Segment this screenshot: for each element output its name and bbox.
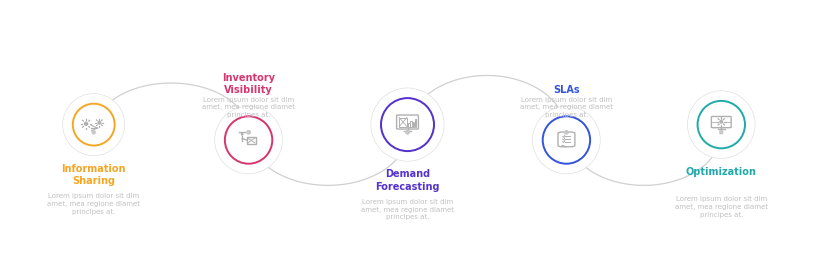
- Ellipse shape: [215, 107, 282, 173]
- Ellipse shape: [544, 117, 589, 163]
- Ellipse shape: [564, 130, 569, 135]
- Ellipse shape: [688, 91, 755, 158]
- Ellipse shape: [405, 130, 410, 135]
- Ellipse shape: [226, 117, 271, 163]
- Ellipse shape: [533, 107, 600, 173]
- Text: Lorem ipsum dolor sit dim
amet, mea regione diamet
principes at.: Lorem ipsum dolor sit dim amet, mea regi…: [202, 97, 295, 118]
- Text: Inventory
Visibility: Inventory Visibility: [222, 73, 275, 95]
- Text: SLAs: SLAs: [553, 85, 579, 95]
- Ellipse shape: [246, 130, 251, 135]
- Ellipse shape: [91, 130, 96, 135]
- Ellipse shape: [564, 130, 569, 135]
- Ellipse shape: [698, 102, 744, 147]
- Text: Lorem ipsum dolor sit dim
amet, mea regione diamet
principes at.: Lorem ipsum dolor sit dim amet, mea regi…: [675, 196, 768, 218]
- Text: Lorem ipsum dolor sit dim
amet, mea regione diamet
principes at.: Lorem ipsum dolor sit dim amet, mea regi…: [47, 193, 140, 215]
- Text: Demand
Forecasting: Demand Forecasting: [375, 169, 440, 192]
- Ellipse shape: [405, 130, 410, 135]
- Text: Optimization: Optimization: [686, 167, 756, 177]
- Ellipse shape: [382, 99, 433, 150]
- Ellipse shape: [63, 94, 125, 155]
- Ellipse shape: [74, 105, 113, 144]
- Ellipse shape: [372, 88, 443, 161]
- Text: Lorem ipsum dolor sit dim
amet, mea regione diamet
principes at.: Lorem ipsum dolor sit dim amet, mea regi…: [361, 199, 454, 220]
- Ellipse shape: [246, 130, 251, 135]
- Text: Information
Sharing: Information Sharing: [61, 164, 126, 186]
- Text: Lorem ipsum dolor sit dim
amet, mea regione diamet
principes at.: Lorem ipsum dolor sit dim amet, mea regi…: [520, 97, 613, 118]
- Ellipse shape: [719, 130, 724, 135]
